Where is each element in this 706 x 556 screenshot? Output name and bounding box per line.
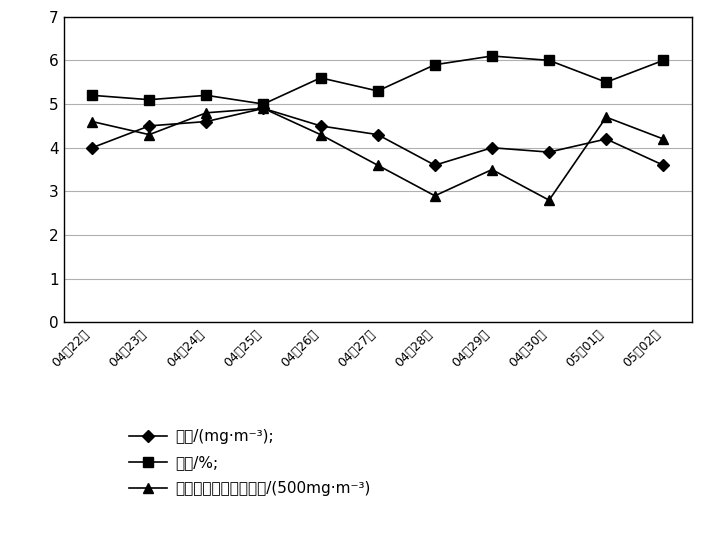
氧量/%; — [202, 92, 210, 98]
原烟气硫氧化合物含量/(500mg·m⁻³) — [659, 136, 668, 142]
氧量/%; — [431, 61, 439, 68]
Line: 原烟气硫氧化合物含量/(500mg·m⁻³): 原烟气硫氧化合物含量/(500mg·m⁻³) — [88, 103, 668, 205]
粉尘/(mg·m⁻³); — [316, 122, 325, 129]
原烟气硫氧化合物含量/(500mg·m⁻³) — [431, 192, 439, 199]
氧量/%; — [373, 88, 382, 95]
Line: 粉尘/(mg·m⁻³);: 粉尘/(mg·m⁻³); — [88, 105, 667, 170]
原烟气硫氧化合物含量/(500mg·m⁻³) — [259, 105, 268, 112]
粉尘/(mg·m⁻³); — [488, 145, 496, 151]
原烟气硫氧化合物含量/(500mg·m⁻³) — [316, 131, 325, 138]
氧量/%; — [602, 79, 611, 86]
氧量/%; — [316, 75, 325, 81]
粉尘/(mg·m⁻³); — [373, 131, 382, 138]
原烟气硫氧化合物含量/(500mg·m⁻³) — [88, 118, 96, 125]
粉尘/(mg·m⁻³); — [145, 122, 153, 129]
氧量/%; — [488, 53, 496, 59]
氧量/%; — [259, 101, 268, 107]
原烟气硫氧化合物含量/(500mg·m⁻³) — [545, 197, 554, 203]
粉尘/(mg·m⁻³); — [431, 162, 439, 168]
氧量/%; — [145, 96, 153, 103]
原烟气硫氧化合物含量/(500mg·m⁻³) — [373, 162, 382, 168]
粉尘/(mg·m⁻³); — [259, 105, 268, 112]
粉尘/(mg·m⁻³); — [545, 149, 554, 156]
原烟气硫氧化合物含量/(500mg·m⁻³) — [488, 166, 496, 173]
氧量/%; — [659, 57, 668, 64]
原烟气硫氧化合物含量/(500mg·m⁻³) — [602, 114, 611, 121]
粉尘/(mg·m⁻³); — [202, 118, 210, 125]
氧量/%; — [88, 92, 96, 98]
粉尘/(mg·m⁻³); — [602, 136, 611, 142]
粉尘/(mg·m⁻³); — [88, 145, 96, 151]
原烟气硫氧化合物含量/(500mg·m⁻³) — [202, 110, 210, 116]
Legend: 粉尘/(mg·m⁻³);, 氧量/%;, 原烟气硫氧化合物含量/(500mg·m⁻³): 粉尘/(mg·m⁻³);, 氧量/%;, 原烟气硫氧化合物含量/(500mg·m… — [121, 422, 378, 504]
氧量/%; — [545, 57, 554, 64]
原烟气硫氧化合物含量/(500mg·m⁻³) — [145, 131, 153, 138]
粉尘/(mg·m⁻³); — [659, 162, 668, 168]
Line: 氧量/%;: 氧量/%; — [88, 51, 668, 109]
